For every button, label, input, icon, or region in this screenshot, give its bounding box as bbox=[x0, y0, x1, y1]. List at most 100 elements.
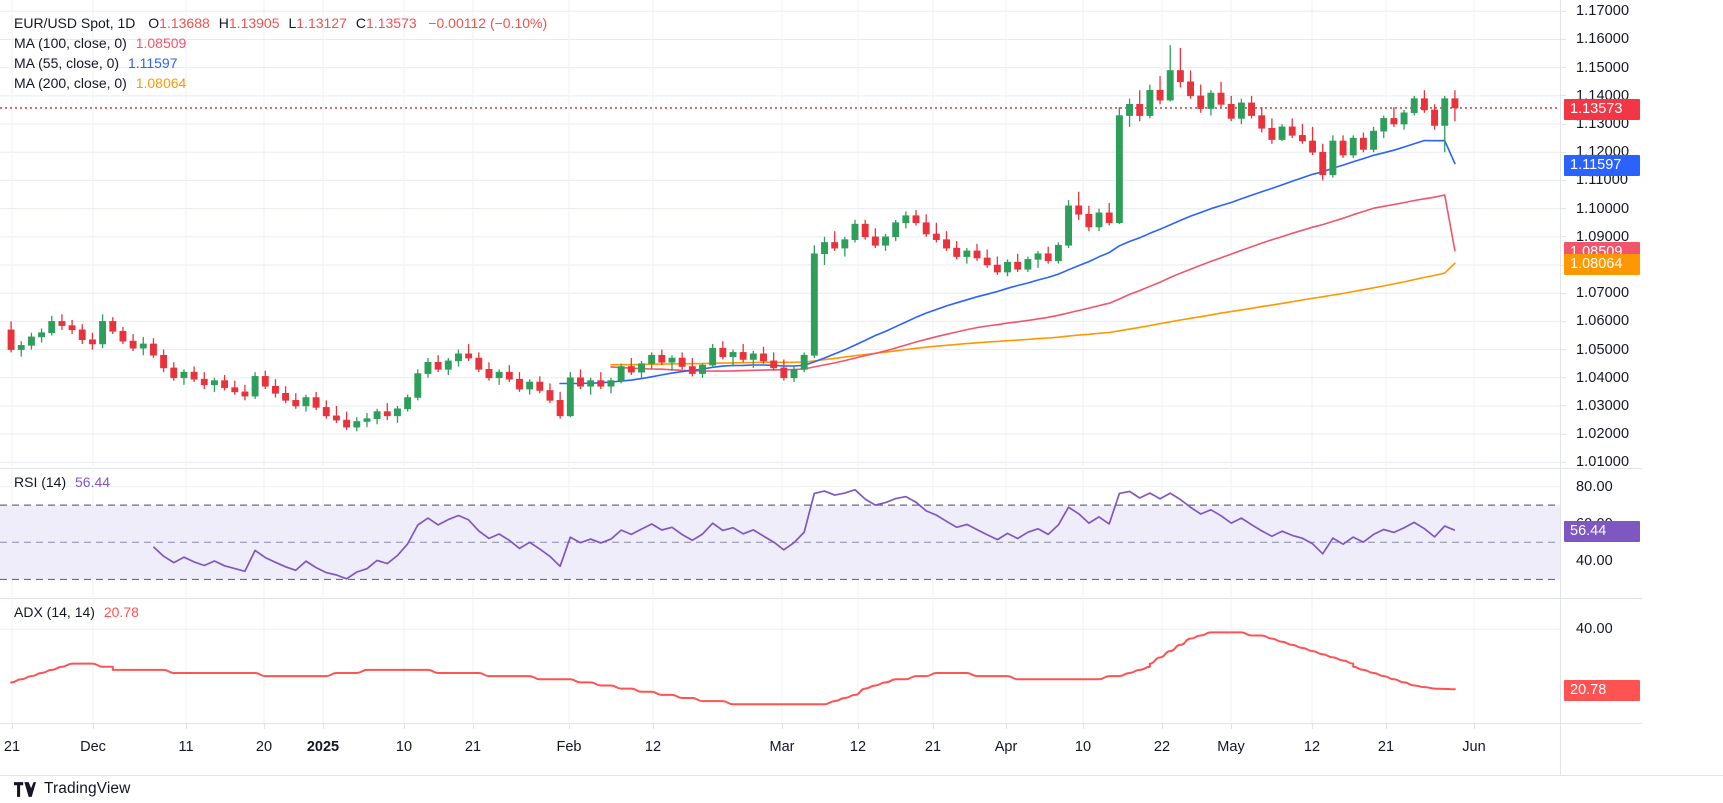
ma200-value: 1.08064 bbox=[135, 75, 187, 91]
time-tick bbox=[186, 723, 187, 729]
rsi-label: RSI (14) bbox=[14, 474, 67, 490]
legend-ma100-row[interactable]: MA (100, close, 0) 1.08509 bbox=[14, 34, 547, 53]
ma200-label: MA (200, close, 0) bbox=[14, 75, 127, 91]
price-tick bbox=[1560, 264, 1566, 266]
time-tick bbox=[569, 723, 570, 729]
tradingview-wordmark: TradingView bbox=[44, 780, 131, 797]
price-tick bbox=[1560, 236, 1566, 238]
adx-pane-separator bbox=[0, 598, 1642, 599]
time-axis-separator bbox=[0, 723, 1642, 724]
last-price-badge[interactable]: 1.13573 bbox=[1564, 98, 1640, 120]
time-tick bbox=[782, 723, 783, 729]
time-axis-label: 21 bbox=[464, 739, 482, 755]
adx-pane[interactable]: ADX (14, 14) 20.78 40.00 20.78 bbox=[0, 598, 1723, 723]
price-axis-label: 1.15000 bbox=[1576, 59, 1630, 76]
time-axis-corner bbox=[1560, 723, 1723, 775]
price-tick bbox=[1560, 433, 1566, 435]
time-tick bbox=[12, 723, 13, 729]
adx-scale[interactable]: 40.00 20.78 bbox=[1560, 598, 1723, 723]
price-axis-label: 1.02000 bbox=[1576, 426, 1630, 443]
rsi-grid bbox=[0, 468, 1560, 598]
time-axis-label: Jun bbox=[1462, 739, 1486, 755]
time-axis-label: 10 bbox=[1074, 739, 1092, 755]
price-scale-divider bbox=[1560, 0, 1561, 468]
time-axis-label: 12 bbox=[644, 739, 662, 755]
price-scale[interactable]: 1.17000 1.16000 1.15000 1.14000 1.13000 1.120… bbox=[1560, 0, 1723, 471]
time-tick bbox=[1474, 723, 1475, 729]
time-axis-label: Feb bbox=[556, 739, 582, 755]
adx-plot-area bbox=[10, 631, 1456, 706]
time-tick bbox=[933, 723, 934, 729]
footer-separator bbox=[0, 775, 1723, 776]
adx-grid bbox=[0, 598, 1560, 723]
time-axis-label: 22 bbox=[1153, 739, 1171, 755]
rsi-legend[interactable]: RSI (14) 56.44 bbox=[14, 473, 110, 492]
time-axis[interactable]: 21 Dec 11 20 2025 10 21 Feb 12 Mar 12 21 Apr 10 22 May 1… bbox=[0, 723, 1723, 775]
rsi-axis-label: 80.00 bbox=[1576, 478, 1613, 495]
time-tick bbox=[1162, 723, 1163, 729]
rsi-scale-divider bbox=[1560, 468, 1561, 598]
rsi-value-badge[interactable]: 56.44 bbox=[1564, 521, 1640, 543]
price-axis-label: 1.07000 bbox=[1576, 285, 1630, 302]
ma100-value: 1.08509 bbox=[135, 35, 187, 51]
price-tick bbox=[1560, 292, 1566, 294]
price-pane[interactable]: EUR/USD Spot, 1D O1.13688 H1.13905 L1.1312… bbox=[0, 0, 1723, 471]
time-axis-label: 10 bbox=[395, 739, 413, 755]
time-tick bbox=[1312, 723, 1313, 729]
ma55-badge[interactable]: 1.11597 bbox=[1564, 154, 1640, 176]
ma200-badge[interactable]: 1.08064 bbox=[1564, 254, 1640, 276]
time-axis-label: Apr bbox=[994, 739, 1018, 755]
rsi-value: 56.44 bbox=[75, 474, 111, 490]
time-axis-label: 2025 bbox=[306, 739, 340, 755]
time-tick bbox=[1083, 723, 1084, 729]
price-axis-label: 1.11000 bbox=[1576, 172, 1629, 189]
tradingview-logo[interactable]: TradingView bbox=[14, 780, 130, 798]
time-axis-label: 21 bbox=[1377, 739, 1395, 755]
price-tick bbox=[1560, 461, 1566, 463]
price-plot-area bbox=[0, 45, 1560, 432]
ohlc-h: H1.13905 bbox=[218, 15, 280, 31]
price-tick bbox=[1560, 405, 1566, 407]
tradingview-mark-icon bbox=[14, 781, 36, 797]
price-axis-label: 1.06000 bbox=[1576, 313, 1630, 330]
adx-scale-divider bbox=[1560, 598, 1561, 723]
time-axis-label: 20 bbox=[255, 739, 273, 755]
time-axis-label: 12 bbox=[1303, 739, 1321, 755]
price-tick bbox=[1560, 349, 1566, 351]
legend-ma200-row[interactable]: MA (200, close, 0) 1.08064 bbox=[14, 74, 547, 93]
price-axis-label: 1.04000 bbox=[1576, 369, 1630, 386]
time-axis-label: Dec bbox=[80, 739, 106, 755]
price-tick bbox=[1560, 10, 1566, 12]
ma55-label: MA (55, close, 0) bbox=[14, 55, 120, 71]
time-tick bbox=[404, 723, 405, 729]
ohlc-l: L1.13127 bbox=[288, 15, 347, 31]
legend-ma55-row[interactable]: MA (55, close, 0) 1.11597 bbox=[14, 54, 547, 73]
price-axis-label: 1.01000 bbox=[1576, 454, 1630, 471]
rsi-pane-separator bbox=[0, 468, 1642, 469]
time-tick bbox=[653, 723, 654, 729]
adx-value: 20.78 bbox=[103, 604, 139, 620]
price-tick bbox=[1560, 320, 1566, 322]
time-axis-label: 21 bbox=[924, 739, 942, 755]
ohlc-values: O1.13688 H1.13905 L1.13127 C1.13573 bbox=[139, 15, 424, 31]
price-tick bbox=[1560, 151, 1566, 153]
time-tick bbox=[264, 723, 265, 729]
adx-value-badge[interactable]: 20.78 bbox=[1564, 680, 1640, 702]
time-axis-label: Mar bbox=[769, 739, 795, 755]
price-tick bbox=[1560, 67, 1566, 69]
legend-symbol-row[interactable]: EUR/USD Spot, 1D O1.13688 H1.13905 L1.1312… bbox=[14, 14, 547, 33]
time-tick bbox=[858, 723, 859, 729]
time-tick bbox=[1006, 723, 1007, 729]
ma55-value: 1.11597 bbox=[127, 55, 178, 71]
price-change: −0.00112 (−0.10%) bbox=[428, 15, 548, 31]
chart-legend: EUR/USD Spot, 1D O1.13688 H1.13905 L1.1312… bbox=[14, 14, 547, 94]
adx-legend[interactable]: ADX (14, 14) 20.78 bbox=[14, 603, 139, 622]
symbol-title: EUR/USD Spot, 1D bbox=[14, 15, 136, 31]
price-axis-label: 1.10000 bbox=[1576, 200, 1630, 217]
price-grid bbox=[0, 0, 1560, 468]
price-axis-label: 1.16000 bbox=[1576, 31, 1630, 48]
price-tick bbox=[1560, 377, 1566, 379]
